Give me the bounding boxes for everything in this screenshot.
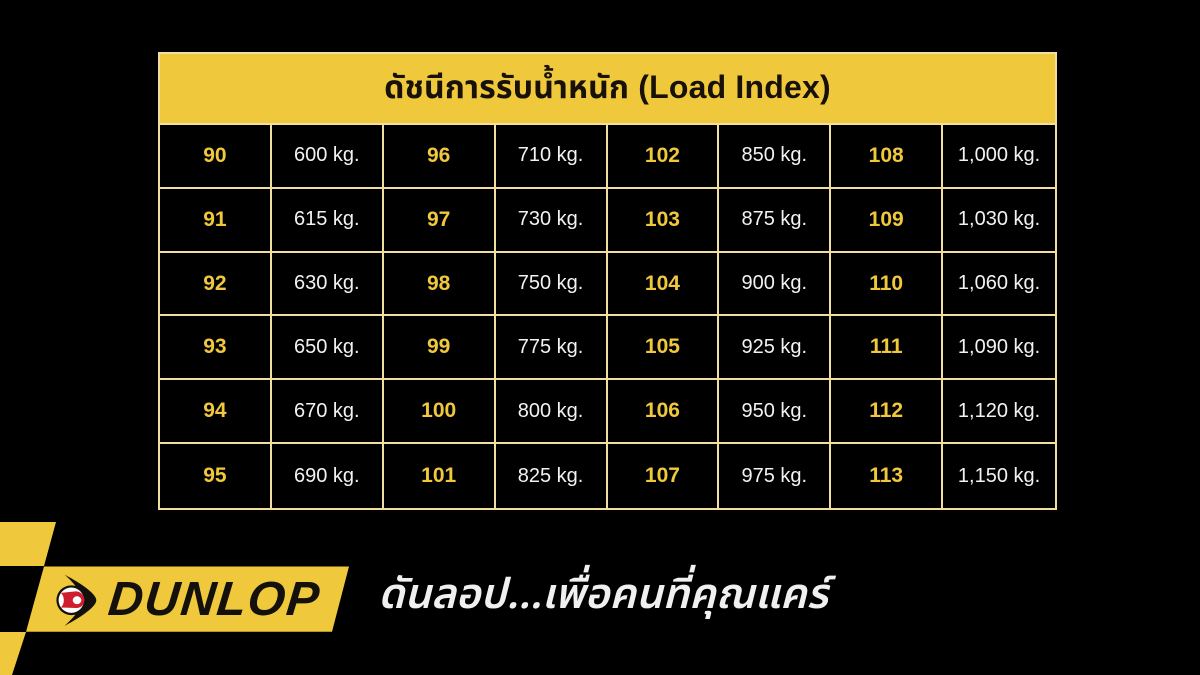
svg-text:DUNLOP: DUNLOP <box>106 572 323 626</box>
